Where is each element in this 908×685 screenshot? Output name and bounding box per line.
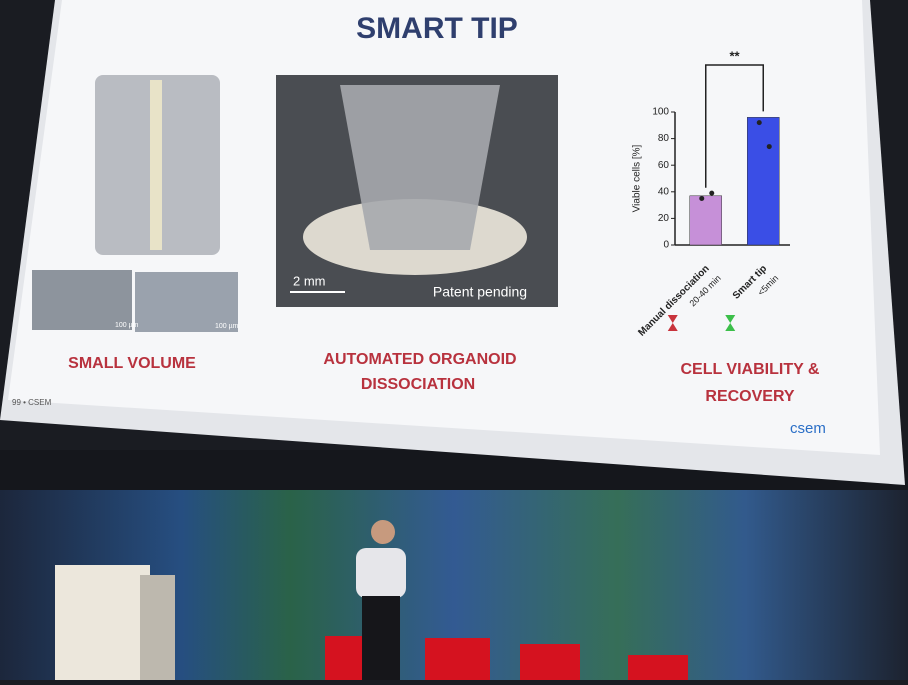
y-tick-label: 20 — [658, 213, 670, 224]
data-point — [699, 195, 705, 201]
hourglass-icon — [667, 315, 678, 331]
caption: RECOVERY — [705, 388, 795, 405]
scale-label: 2 mm — [293, 273, 326, 288]
note: Patent pending — [433, 284, 527, 300]
significance-label: ** — [729, 48, 740, 63]
data-point — [756, 120, 762, 126]
caption: SMALL VOLUME — [68, 355, 196, 372]
data-point — [709, 190, 715, 196]
y-tick-label: 40 — [658, 186, 670, 197]
micrograph — [32, 270, 132, 330]
chair — [425, 638, 490, 680]
podium — [55, 565, 150, 680]
y-tick-label: 80 — [658, 133, 670, 144]
scale-label: 100 µm — [115, 322, 139, 329]
y-tick-label: 100 — [652, 107, 669, 118]
speaker-shirt — [356, 548, 406, 598]
caption: CELL VIABILITY & — [681, 361, 820, 378]
pipette — [150, 80, 162, 250]
hourglass-icon — [725, 315, 736, 331]
bar — [747, 117, 780, 246]
y-tick-label: 60 — [658, 160, 670, 171]
logo: csem — [790, 420, 826, 437]
footer: 99 • CSEM — [12, 398, 52, 407]
y-tick-label: 0 — [663, 240, 669, 251]
y-axis-label: Viable cells [%] — [632, 144, 643, 212]
caption: AUTOMATED ORGANOID — [323, 351, 516, 368]
speaker-head — [371, 520, 395, 544]
speaker-trousers — [362, 596, 400, 680]
significance-bracket — [705, 64, 764, 188]
bar — [689, 195, 722, 246]
slide-title: SMART TIP — [356, 12, 518, 45]
caption: DISSOCIATION — [361, 376, 475, 393]
data-point — [766, 144, 772, 150]
podium-side — [140, 575, 175, 680]
scale-label: 100 µm — [215, 323, 239, 330]
chair — [628, 655, 688, 680]
micrograph — [135, 272, 238, 332]
tip — [340, 85, 500, 250]
chair — [520, 644, 580, 680]
